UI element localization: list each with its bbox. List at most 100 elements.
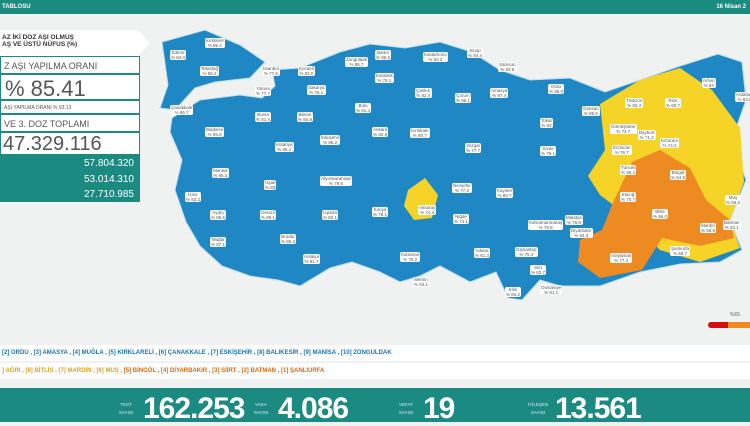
- province-label: Çorum% 85.1: [455, 93, 472, 103]
- province-name: Samsun: [499, 62, 516, 67]
- province-rate: % 83: [265, 185, 276, 190]
- province-rate: % 66.2: [726, 200, 741, 205]
- province-rate: % 83.2: [186, 197, 201, 202]
- province-rate: % 80.7: [497, 193, 512, 198]
- province-label: Elazığ% 70.7: [620, 192, 637, 202]
- province-rate: % 81.4: [356, 108, 371, 113]
- province-label: Bursa% 81.4: [255, 112, 272, 122]
- stat-value: 13.561: [555, 392, 642, 425]
- province-name: Isparta: [323, 210, 337, 215]
- province-rate: % 83: [541, 123, 552, 128]
- province-name: Sivas: [542, 146, 554, 151]
- province-rate: % 75.4: [519, 252, 534, 257]
- province-name: Kayseri: [497, 188, 513, 193]
- province-rate: % 78.6: [566, 220, 581, 225]
- province-label: İzmir% 83.2: [185, 192, 202, 202]
- province-label: Şanlıurfa% 58.7: [670, 246, 691, 256]
- province-label: Burdur% 86.3: [280, 234, 297, 244]
- province-name: Kırklareli: [206, 38, 224, 43]
- province-label: Giresun% 85.5: [582, 106, 600, 116]
- province-label: Artvin% 84: [702, 78, 716, 88]
- province-name: Bingöl: [671, 170, 685, 175]
- province-rate: % 88.0: [549, 89, 564, 94]
- province-name: Eskişehir: [321, 135, 340, 140]
- province-label: Diyarbakır% 64.3: [570, 228, 593, 238]
- province-label: Nevşehir% 77.3: [452, 183, 472, 193]
- turkey-vaccination-map: [159, 29, 747, 301]
- province-name: Kocaeli: [299, 66, 314, 71]
- legend-orange: [728, 322, 750, 328]
- province-rate: % 80.7: [666, 103, 681, 108]
- province-label: Çankırı% 82.4: [415, 88, 432, 98]
- province-rate: % 81.4: [256, 117, 271, 122]
- stat-value: 19: [423, 392, 455, 425]
- province-rate: % 85.1: [261, 215, 276, 220]
- province-name: Şanlıurfa: [671, 246, 690, 251]
- province-name: Muş: [728, 195, 738, 200]
- province-label: Tekirdağ% 85.2: [200, 66, 220, 76]
- dose-2-value: 53.014.310: [0, 170, 140, 186]
- province-rate: % 79.6: [329, 181, 344, 186]
- rate-label: Z AŞI YAPILMA ORANI: [0, 56, 140, 74]
- province-name: Bartın: [377, 50, 390, 55]
- province-label: Siirt% 63.7: [530, 265, 547, 275]
- province-rate: % 82.4: [416, 93, 431, 98]
- province-name: Artvin: [703, 78, 715, 83]
- province-label: Kastamonu% 83.2: [423, 52, 448, 62]
- province-label: Niğde% 74.1: [453, 214, 470, 224]
- province-label: Kilis% 84.2: [505, 287, 522, 297]
- province-rate: % 84.0: [171, 55, 186, 60]
- province-rate: % 77.7: [256, 91, 271, 96]
- province-name: Çankırı: [416, 88, 431, 93]
- province-name: Uşak: [265, 180, 276, 185]
- province-name: Muğla: [211, 237, 225, 242]
- province-name: Çorum: [456, 93, 470, 98]
- province-name: Sakarya: [308, 85, 325, 90]
- province-rate: % 81.3: [475, 253, 490, 258]
- province-rate: % 66.0: [653, 214, 668, 219]
- worst-yellow: ] AĞRI , [8] BİTLİS , [7] MARDİN , [6] M…: [2, 368, 124, 374]
- province-name: Kahramanmaraş: [529, 220, 563, 225]
- province-label: Kütahya% 85.1: [275, 142, 294, 152]
- province-name: Yozgat: [466, 143, 480, 148]
- province-label: Kocaeli% 82.0: [298, 66, 315, 76]
- province-label: Aksaray% 74.4: [418, 205, 437, 215]
- province-rate: % 85.1: [277, 147, 292, 152]
- province-label: Tokat% 83: [540, 118, 553, 128]
- province-name: Mardin: [701, 223, 715, 228]
- province-name: Bilecik: [298, 112, 312, 117]
- province-label: Edirne% 84.0: [170, 50, 187, 60]
- province-name: Edirne: [171, 50, 185, 55]
- best-provinces-ranking: [2] ORDU , [3] AMASYA , [4] MUĞLA , [5] …: [0, 345, 750, 361]
- province-name: Diyarbakır: [571, 228, 592, 233]
- province-label: Ankara% 82.8: [372, 127, 389, 137]
- province-rate: % 85.8: [376, 55, 391, 60]
- province-name: Zonguldak: [346, 57, 368, 62]
- province-name: Karabük: [376, 73, 393, 78]
- province-name: Niğde: [455, 214, 467, 219]
- province-rate: % 86.7: [174, 110, 189, 115]
- province-rate: % 86.3: [281, 239, 296, 244]
- province-rate: % 78.1: [377, 78, 392, 83]
- province-label: Erzurum% 74.2: [660, 138, 680, 148]
- heading-line-2: AŞ VE ÜSTÜ NÜFUS (%): [2, 41, 78, 48]
- province-label: Kahramanmaraş% 78.8: [528, 220, 564, 230]
- province-label: Uşak% 83: [264, 180, 277, 190]
- province-name: Konya: [373, 207, 387, 212]
- province-label: Kırklareli% 86.4: [205, 38, 225, 48]
- province-label: Malatya% 78.6: [565, 215, 583, 225]
- province-rate: % 83.6: [737, 97, 750, 102]
- province-name: Tekirdağ: [201, 66, 219, 71]
- province-name: Giresun: [583, 106, 599, 111]
- province-label: Denizli% 85.1: [260, 210, 277, 220]
- province-name: Adana: [475, 248, 489, 253]
- province-name: Kütahya: [276, 142, 293, 147]
- header-title: TABLOSU: [2, 4, 31, 10]
- province-rate: % 82.0: [299, 71, 314, 76]
- legend-label: %65: [730, 312, 741, 318]
- province-rate: % 85.5: [211, 215, 226, 220]
- province-rate: % 80.7: [412, 133, 427, 138]
- province-label: Gaziantep% 75.4: [515, 247, 538, 257]
- stat-deaths: VEFAT SAYISI 19: [395, 392, 455, 426]
- province-rate: % 82.1: [323, 215, 338, 220]
